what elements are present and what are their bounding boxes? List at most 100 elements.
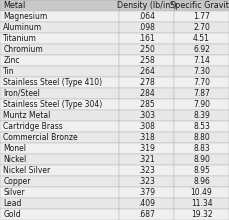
Bar bbox=[174, 33, 229, 44]
Bar bbox=[119, 88, 174, 99]
Text: .379: .379 bbox=[138, 188, 155, 197]
Text: Stainless Steel (Type 410): Stainless Steel (Type 410) bbox=[3, 78, 103, 87]
Text: Muntz Metal: Muntz Metal bbox=[3, 111, 51, 120]
Text: .284: .284 bbox=[138, 89, 155, 98]
Bar bbox=[0, 143, 119, 154]
Bar bbox=[0, 22, 119, 33]
Bar bbox=[119, 176, 174, 187]
Text: .285: .285 bbox=[138, 100, 155, 109]
Text: Titanium: Titanium bbox=[3, 34, 37, 43]
Bar bbox=[174, 22, 229, 33]
Bar bbox=[0, 198, 119, 209]
Text: Monel: Monel bbox=[3, 144, 26, 153]
Bar bbox=[0, 99, 119, 110]
Text: .064: .064 bbox=[138, 12, 155, 21]
Bar bbox=[119, 22, 174, 33]
Text: 7.90: 7.90 bbox=[193, 100, 210, 109]
Text: .308: .308 bbox=[138, 122, 155, 131]
Bar bbox=[174, 132, 229, 143]
Bar bbox=[119, 77, 174, 88]
Bar bbox=[0, 132, 119, 143]
Bar bbox=[174, 198, 229, 209]
Text: 10.49: 10.49 bbox=[191, 188, 212, 197]
Bar bbox=[119, 143, 174, 154]
Text: 8.53: 8.53 bbox=[193, 122, 210, 131]
Bar bbox=[174, 88, 229, 99]
Text: Zinc: Zinc bbox=[3, 56, 20, 65]
Bar bbox=[119, 121, 174, 132]
Text: 7.87: 7.87 bbox=[193, 89, 210, 98]
Text: 6.92: 6.92 bbox=[193, 45, 210, 54]
Text: .264: .264 bbox=[138, 67, 155, 76]
Text: .303: .303 bbox=[138, 111, 155, 120]
Text: Nickel: Nickel bbox=[3, 155, 27, 164]
Bar bbox=[0, 0, 119, 11]
Text: 1.77: 1.77 bbox=[193, 12, 210, 21]
Bar bbox=[174, 44, 229, 55]
Bar bbox=[119, 154, 174, 165]
Bar bbox=[174, 154, 229, 165]
Bar bbox=[174, 143, 229, 154]
Bar bbox=[0, 11, 119, 22]
Text: 7.30: 7.30 bbox=[193, 67, 210, 76]
Bar bbox=[0, 209, 119, 220]
Text: Iron/Steel: Iron/Steel bbox=[3, 89, 40, 98]
Bar bbox=[119, 132, 174, 143]
Text: 2.70: 2.70 bbox=[193, 23, 210, 32]
Text: 19.32: 19.32 bbox=[191, 210, 212, 219]
Text: Silver: Silver bbox=[3, 188, 25, 197]
Bar bbox=[119, 44, 174, 55]
Text: 4.51: 4.51 bbox=[193, 34, 210, 43]
Text: Chromium: Chromium bbox=[3, 45, 43, 54]
Text: Magnesium: Magnesium bbox=[3, 12, 48, 21]
Bar bbox=[174, 121, 229, 132]
Text: Commercial Bronze: Commercial Bronze bbox=[3, 133, 78, 142]
Text: Aluminum: Aluminum bbox=[3, 23, 43, 32]
Text: .321: .321 bbox=[138, 155, 155, 164]
Bar bbox=[174, 77, 229, 88]
Bar bbox=[0, 33, 119, 44]
Bar bbox=[119, 66, 174, 77]
Text: .161: .161 bbox=[138, 34, 155, 43]
Bar bbox=[174, 165, 229, 176]
Bar bbox=[0, 77, 119, 88]
Text: .250: .250 bbox=[138, 45, 155, 54]
Bar bbox=[174, 99, 229, 110]
Text: 8.90: 8.90 bbox=[193, 155, 210, 164]
Bar bbox=[119, 0, 174, 11]
Text: Cartridge Brass: Cartridge Brass bbox=[3, 122, 63, 131]
Text: Nickel Silver: Nickel Silver bbox=[3, 166, 51, 175]
Text: .323: .323 bbox=[138, 166, 155, 175]
Bar bbox=[174, 110, 229, 121]
Bar bbox=[119, 11, 174, 22]
Text: .319: .319 bbox=[138, 144, 155, 153]
Bar bbox=[0, 44, 119, 55]
Text: Tin: Tin bbox=[3, 67, 15, 76]
Text: 8.95: 8.95 bbox=[193, 166, 210, 175]
Text: Stainless Steel (Type 304): Stainless Steel (Type 304) bbox=[3, 100, 103, 109]
Text: Gold: Gold bbox=[3, 210, 21, 219]
Bar bbox=[174, 11, 229, 22]
Bar bbox=[0, 165, 119, 176]
Bar bbox=[0, 55, 119, 66]
Bar bbox=[0, 176, 119, 187]
Text: 8.83: 8.83 bbox=[193, 144, 210, 153]
Bar bbox=[174, 0, 229, 11]
Text: Copper: Copper bbox=[3, 177, 31, 186]
Bar bbox=[0, 66, 119, 77]
Text: .687: .687 bbox=[138, 210, 155, 219]
Text: Metal: Metal bbox=[3, 1, 26, 10]
Bar bbox=[174, 66, 229, 77]
Text: 11.34: 11.34 bbox=[191, 199, 212, 208]
Text: .258: .258 bbox=[138, 56, 155, 65]
Bar bbox=[119, 187, 174, 198]
Text: .318: .318 bbox=[138, 133, 155, 142]
Bar bbox=[119, 55, 174, 66]
Bar bbox=[0, 88, 119, 99]
Bar bbox=[0, 121, 119, 132]
Bar bbox=[119, 165, 174, 176]
Text: Specific Gravity: Specific Gravity bbox=[170, 1, 229, 10]
Bar bbox=[119, 110, 174, 121]
Bar bbox=[174, 55, 229, 66]
Bar bbox=[119, 198, 174, 209]
